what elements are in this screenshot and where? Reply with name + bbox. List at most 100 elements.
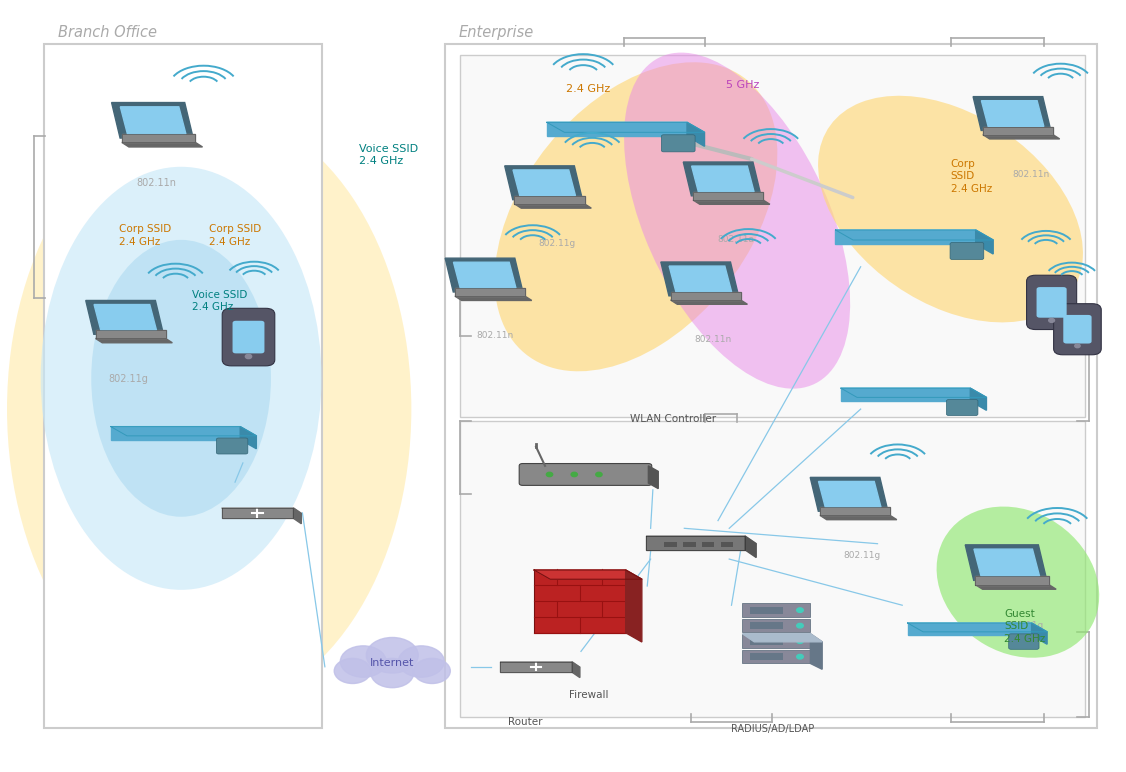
Polygon shape: [572, 662, 580, 678]
Text: 802.11g: 802.11g: [843, 550, 881, 560]
Polygon shape: [122, 134, 196, 142]
Text: WLAN Controller: WLAN Controller: [631, 415, 716, 425]
Polygon shape: [819, 482, 881, 507]
Polygon shape: [649, 466, 659, 489]
Circle shape: [366, 638, 418, 673]
Circle shape: [413, 659, 450, 683]
FancyBboxPatch shape: [947, 400, 977, 415]
Polygon shape: [811, 477, 888, 511]
FancyBboxPatch shape: [742, 604, 811, 617]
Polygon shape: [982, 100, 1044, 127]
Polygon shape: [646, 536, 745, 550]
Polygon shape: [455, 288, 525, 296]
Circle shape: [370, 659, 413, 688]
Polygon shape: [811, 634, 822, 669]
Bar: [683, 542, 696, 547]
FancyBboxPatch shape: [44, 44, 322, 728]
Polygon shape: [86, 300, 163, 334]
FancyBboxPatch shape: [459, 56, 1085, 417]
Polygon shape: [110, 427, 257, 436]
Text: 802.11n: 802.11n: [695, 335, 732, 344]
Text: RADIUS/AD/LDAP: RADIUS/AD/LDAP: [732, 724, 815, 734]
Circle shape: [596, 472, 602, 476]
FancyBboxPatch shape: [233, 321, 265, 354]
Polygon shape: [971, 388, 986, 410]
Polygon shape: [646, 536, 757, 543]
Bar: [750, 653, 784, 660]
Polygon shape: [626, 570, 642, 642]
Polygon shape: [515, 204, 591, 208]
FancyBboxPatch shape: [950, 242, 984, 259]
FancyBboxPatch shape: [216, 438, 248, 454]
Polygon shape: [111, 103, 194, 138]
Text: 802.11n: 802.11n: [1012, 170, 1049, 179]
Polygon shape: [95, 304, 157, 330]
Polygon shape: [820, 516, 896, 520]
Polygon shape: [547, 122, 705, 132]
Circle shape: [571, 472, 578, 476]
Polygon shape: [504, 166, 582, 200]
Text: 802.11n: 802.11n: [476, 331, 513, 340]
Ellipse shape: [937, 506, 1099, 658]
Text: 802.11a: 802.11a: [717, 235, 754, 244]
Polygon shape: [835, 230, 975, 244]
Polygon shape: [454, 262, 516, 288]
Polygon shape: [500, 662, 580, 667]
Bar: [701, 542, 714, 547]
Circle shape: [546, 472, 553, 476]
Text: 802.11g: 802.11g: [538, 239, 575, 248]
Circle shape: [797, 639, 803, 643]
Polygon shape: [691, 166, 754, 191]
Polygon shape: [1031, 623, 1047, 644]
Polygon shape: [534, 570, 642, 579]
Polygon shape: [240, 427, 257, 449]
Polygon shape: [122, 142, 203, 147]
Circle shape: [245, 354, 251, 359]
Text: Firewall: Firewall: [569, 690, 608, 700]
FancyBboxPatch shape: [1027, 276, 1076, 330]
FancyBboxPatch shape: [742, 650, 811, 663]
Circle shape: [340, 646, 386, 677]
Polygon shape: [841, 388, 986, 398]
Text: 802.11n: 802.11n: [136, 178, 176, 188]
Polygon shape: [96, 338, 172, 343]
Text: 2.4 GHz: 2.4 GHz: [566, 83, 610, 93]
Polygon shape: [96, 330, 166, 338]
Polygon shape: [908, 623, 1047, 631]
Polygon shape: [841, 388, 971, 401]
Bar: [750, 622, 784, 629]
Polygon shape: [820, 507, 890, 516]
Ellipse shape: [7, 109, 411, 709]
Polygon shape: [500, 662, 572, 672]
Bar: [664, 542, 677, 547]
Polygon shape: [683, 162, 761, 196]
Text: Voice SSID
2.4 GHz: Voice SSID 2.4 GHz: [193, 290, 248, 312]
Polygon shape: [975, 577, 1049, 584]
Polygon shape: [694, 200, 770, 205]
Ellipse shape: [41, 167, 322, 590]
Polygon shape: [671, 300, 748, 304]
Polygon shape: [975, 584, 1056, 589]
Ellipse shape: [494, 63, 777, 371]
Polygon shape: [455, 296, 531, 300]
Circle shape: [797, 624, 803, 628]
Polygon shape: [515, 196, 584, 204]
Circle shape: [1074, 344, 1080, 347]
FancyBboxPatch shape: [742, 619, 811, 632]
FancyBboxPatch shape: [742, 635, 811, 648]
Polygon shape: [835, 230, 993, 240]
Polygon shape: [120, 107, 186, 134]
Polygon shape: [965, 545, 1047, 581]
FancyBboxPatch shape: [534, 570, 626, 633]
Text: 802.11g: 802.11g: [1007, 621, 1044, 630]
FancyBboxPatch shape: [1063, 315, 1091, 344]
Polygon shape: [974, 549, 1039, 576]
FancyBboxPatch shape: [519, 463, 652, 486]
FancyBboxPatch shape: [661, 135, 695, 152]
Polygon shape: [687, 122, 705, 147]
Polygon shape: [973, 96, 1051, 130]
Polygon shape: [661, 262, 739, 296]
Polygon shape: [110, 427, 240, 439]
Polygon shape: [671, 292, 741, 300]
Polygon shape: [547, 122, 687, 137]
